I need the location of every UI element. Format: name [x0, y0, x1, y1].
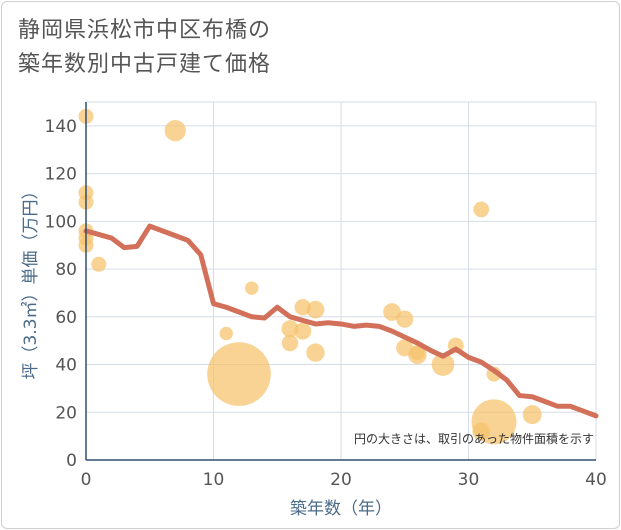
trend-layer [83, 223, 599, 419]
x-axis-label: 築年数（年） [290, 499, 392, 519]
grid [85, 101, 597, 461]
bubble-point [396, 310, 414, 328]
y-tick-label: 100 [45, 212, 77, 232]
bubble-point [281, 320, 299, 338]
bubble-point [383, 303, 401, 321]
x-tick-label: 30 [458, 470, 480, 490]
x-tick-label: 0 [81, 470, 92, 490]
bubble-point [281, 334, 299, 352]
x-tick-label: 40 [585, 470, 607, 490]
bubble-point [306, 343, 325, 362]
bubble-point [306, 300, 325, 319]
bubble-point [245, 281, 259, 295]
chart-title-line-2: 築年数別中古戸建て価格 [18, 52, 272, 77]
x-tick-label: 20 [330, 470, 352, 490]
bubble-point [294, 322, 312, 340]
bubble-point [471, 399, 517, 445]
y-tick-label: 80 [55, 260, 77, 280]
bubble-point [91, 256, 107, 272]
bubble-point [164, 120, 186, 142]
y-tick-label: 60 [55, 308, 77, 328]
y-tick-label: 120 [45, 165, 77, 185]
bubble-point [207, 342, 271, 406]
size-note: 円の大きさは、取引のあった物件面積を示す [354, 431, 594, 446]
y-tick-label: 140 [45, 117, 77, 137]
axes: 0 10 20 30 40 0 20 40 60 80 100 120 140 [45, 102, 607, 490]
bubble-point [410, 345, 425, 361]
bubble-point [431, 353, 455, 376]
y-tick-label: 40 [55, 356, 77, 376]
chart-title-line-1: 静岡県浜松市中区布橋の [18, 18, 272, 43]
y-tick-label: 20 [55, 403, 77, 423]
bubble-point [473, 201, 490, 218]
bubble-point [219, 326, 233, 341]
y-tick-label: 0 [66, 451, 77, 471]
chart-title: 静岡県浜松市中区布橋の 築年数別中古戸建て価格 [18, 14, 271, 82]
bubble-layer [78, 108, 542, 445]
bubble-point [522, 405, 542, 425]
trend-line [83, 223, 599, 419]
y-axis-label: 坪（3.3㎡）単価（万円） [21, 182, 41, 379]
x-tick-label: 10 [203, 470, 225, 490]
